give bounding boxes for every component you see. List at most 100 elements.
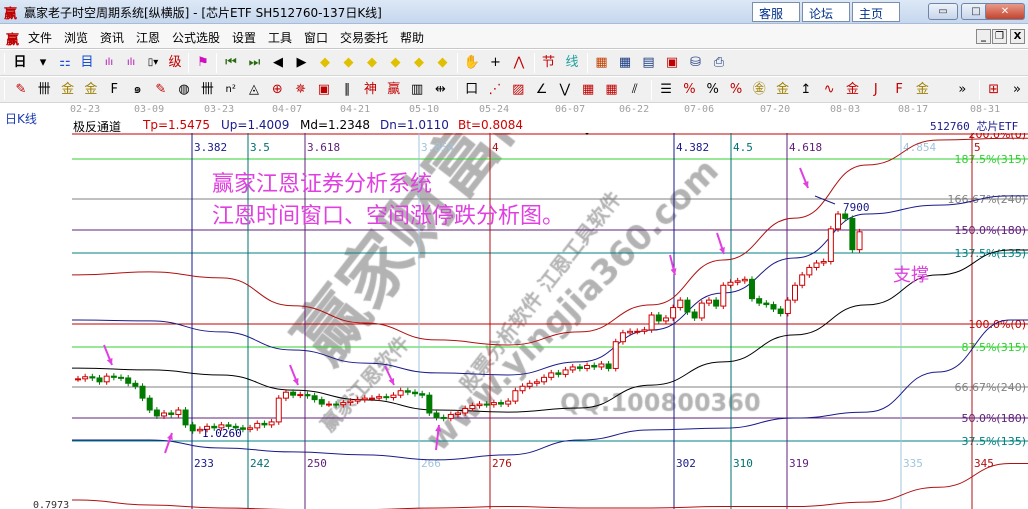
candle[interactable] bbox=[619, 329, 626, 345]
candle[interactable] bbox=[132, 380, 139, 390]
next-icon[interactable]: ▶ bbox=[296, 55, 307, 70]
candle[interactable] bbox=[75, 375, 81, 382]
candle[interactable] bbox=[490, 399, 497, 408]
candle[interactable] bbox=[505, 398, 512, 408]
candle[interactable] bbox=[720, 282, 727, 310]
candle[interactable] bbox=[770, 301, 777, 313]
candle[interactable] bbox=[476, 401, 483, 409]
gold2-icon[interactable]: 金 bbox=[84, 82, 98, 97]
calendar-icon[interactable]: ▦ bbox=[595, 55, 608, 70]
candle[interactable] bbox=[591, 362, 598, 370]
mdi-restore-button[interactable]: ❐ bbox=[992, 29, 1007, 44]
print-icon[interactable]: ⎙ bbox=[713, 55, 725, 70]
chart-type-icon[interactable]: ▾ bbox=[39, 55, 47, 70]
menu-browse[interactable]: 浏览 bbox=[64, 31, 89, 45]
candle[interactable] bbox=[677, 297, 684, 311]
first-icon[interactable]: ⏮ bbox=[225, 55, 237, 70]
calculator-icon[interactable]: ▦ bbox=[618, 55, 632, 70]
candle[interactable] bbox=[110, 373, 117, 381]
candle[interactable] bbox=[440, 414, 447, 422]
candle[interactable] bbox=[426, 392, 433, 416]
candle[interactable] bbox=[856, 228, 863, 253]
percent-icon[interactable]: % bbox=[706, 82, 719, 97]
pen-icon[interactable]: ✎ bbox=[15, 82, 27, 97]
candle[interactable] bbox=[247, 424, 254, 433]
candle[interactable] bbox=[96, 374, 103, 385]
candle[interactable] bbox=[799, 271, 806, 289]
candle[interactable] bbox=[103, 373, 110, 385]
candle[interactable] bbox=[541, 374, 548, 385]
candle[interactable] bbox=[634, 328, 641, 335]
hand-icon[interactable]: ✋ bbox=[463, 55, 481, 70]
candle[interactable] bbox=[533, 378, 540, 387]
minimize-button[interactable]: ▭ bbox=[928, 3, 958, 20]
indicator-icon[interactable]: 级 bbox=[168, 55, 182, 70]
menu-formula[interactable]: 公式选股 bbox=[172, 31, 221, 45]
candle[interactable] bbox=[282, 389, 289, 402]
percent-levels-icon[interactable]: % bbox=[729, 82, 743, 97]
candle[interactable] bbox=[161, 410, 168, 419]
candle[interactable] bbox=[562, 366, 569, 378]
grid-lines-icon[interactable]: 卌 bbox=[37, 82, 51, 97]
kline-icon[interactable]: ⚏ bbox=[59, 55, 71, 70]
candle[interactable] bbox=[526, 380, 533, 390]
candle[interactable] bbox=[232, 423, 239, 431]
diamond-expand-icon[interactable]: ◆ bbox=[367, 55, 377, 70]
candle[interactable] bbox=[555, 369, 562, 378]
candle[interactable] bbox=[239, 424, 246, 433]
grid-red-icon[interactable]: ▦ bbox=[582, 82, 595, 97]
candle[interactable] bbox=[182, 407, 189, 428]
diamond-vertical-icon[interactable]: ◆ bbox=[437, 55, 448, 70]
homepage-button[interactable]: 主页 bbox=[852, 2, 900, 22]
star-icon[interactable]: ✵ bbox=[295, 82, 307, 97]
angle-icon[interactable]: ∥ bbox=[343, 82, 351, 97]
candle[interactable] bbox=[218, 421, 225, 431]
target-icon[interactable]: ⊕ bbox=[271, 82, 283, 97]
menu-help[interactable]: 帮助 bbox=[400, 31, 425, 45]
candle[interactable] bbox=[849, 215, 856, 253]
candle[interactable] bbox=[627, 328, 634, 336]
candle[interactable] bbox=[118, 374, 125, 381]
candle[interactable] bbox=[261, 420, 268, 428]
candle[interactable] bbox=[383, 393, 390, 401]
candle[interactable] bbox=[842, 211, 849, 222]
candle[interactable] bbox=[670, 304, 677, 321]
candle[interactable] bbox=[275, 395, 282, 425]
candle[interactable] bbox=[462, 405, 469, 416]
candle[interactable] bbox=[333, 401, 340, 408]
levels-icon[interactable]: ☰ bbox=[660, 82, 672, 97]
candle[interactable] bbox=[655, 312, 662, 324]
winner-icon[interactable]: 赢 bbox=[387, 82, 401, 97]
spiral-icon[interactable]: ๑ bbox=[133, 82, 142, 97]
fan-box-icon[interactable]: ▨ bbox=[512, 82, 525, 97]
candle[interactable] bbox=[727, 279, 734, 289]
candle[interactable] bbox=[827, 225, 834, 265]
candle[interactable] bbox=[498, 399, 505, 408]
parallel-icon[interactable]: ⫽ bbox=[631, 82, 638, 97]
diamond-left-icon[interactable]: ◆ bbox=[320, 55, 330, 70]
candle[interactable] bbox=[168, 410, 175, 418]
database-icon[interactable]: ⛁ bbox=[690, 55, 701, 70]
diamond-cross-icon[interactable]: ◆ bbox=[414, 55, 424, 70]
menu-tools[interactable]: 工具 bbox=[268, 31, 293, 45]
report-icon[interactable]: ▤ bbox=[642, 55, 655, 70]
line-draw-icon[interactable]: ⋀ bbox=[513, 55, 525, 70]
arrow-pen-icon[interactable]: ↥ bbox=[800, 82, 812, 97]
toolbar-grip[interactable] bbox=[4, 80, 5, 100]
gann-fan-icon[interactable]: ∠ bbox=[535, 82, 548, 97]
more-icon[interactable]: » bbox=[958, 82, 967, 97]
box-icon[interactable]: 口 bbox=[465, 82, 479, 97]
wave-icon[interactable]: ⋁ bbox=[559, 82, 571, 97]
candle[interactable] bbox=[698, 300, 705, 321]
more2-icon[interactable]: » bbox=[1013, 82, 1021, 97]
candle[interactable] bbox=[254, 420, 261, 431]
candle[interactable] bbox=[390, 392, 397, 401]
candle[interactable] bbox=[548, 369, 555, 381]
n2-icon[interactable]: n² bbox=[225, 84, 236, 95]
candle[interactable] bbox=[512, 387, 519, 405]
ruler-icon[interactable]: ▥ bbox=[410, 82, 424, 97]
square-icon[interactable]: ▣ bbox=[317, 82, 331, 97]
candle[interactable] bbox=[196, 426, 203, 434]
percent-line-icon[interactable]: % bbox=[683, 82, 696, 97]
mdi-minimize-button[interactable]: _ bbox=[976, 29, 991, 44]
